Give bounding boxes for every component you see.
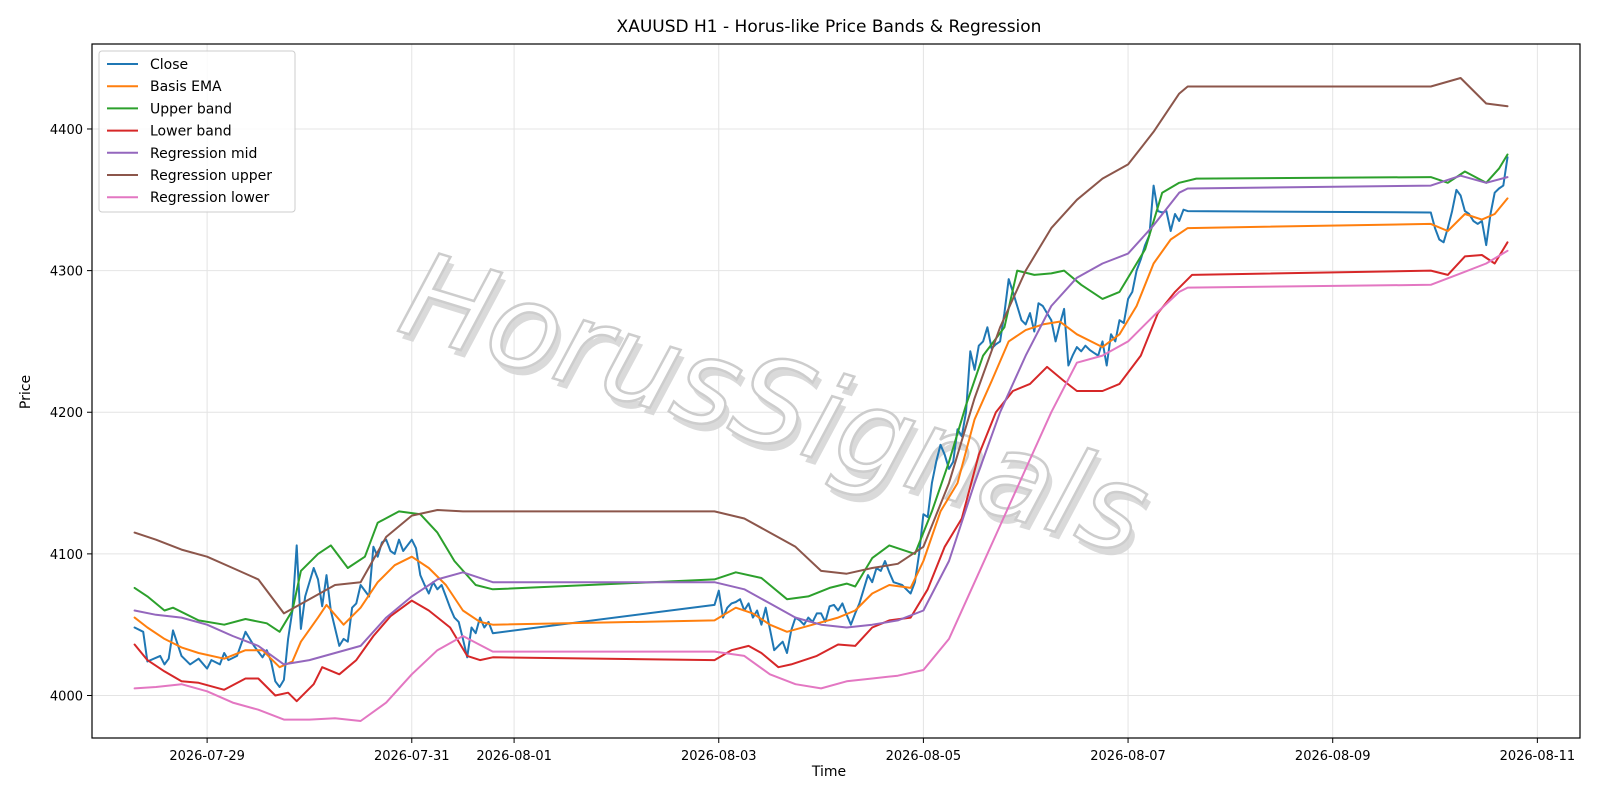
y-tick-label: 4300 (50, 265, 83, 280)
legend-label: Regression mid (150, 146, 257, 162)
x-axis-label: Time (811, 764, 846, 780)
series-line-upper-band (133, 153, 1509, 633)
y-tick-label: 4200 (50, 406, 83, 421)
y-tick-label: 4400 (50, 123, 83, 138)
x-tick-label: 2026-08-07 (1090, 749, 1166, 764)
y-axis-ticks: 4000 4100 4200 4300 4400 (50, 123, 92, 705)
x-tick-label: 2026-08-03 (681, 749, 757, 764)
legend-label: Regression upper (150, 168, 272, 184)
legend-label: Basis EMA (150, 79, 222, 95)
legend-label: Upper band (150, 101, 232, 117)
y-tick-label: 4100 (50, 548, 83, 563)
x-tick-label: 2026-08-11 (1500, 749, 1576, 764)
y-tick-label: 4000 (50, 690, 83, 705)
series-line-regression-mid (133, 174, 1509, 666)
y-axis-label: Price (18, 375, 34, 409)
x-tick-label: 2026-07-31 (374, 749, 450, 764)
legend-label: Lower band (150, 124, 232, 140)
legend-label: Regression lower (150, 190, 270, 206)
plot-frame (91, 43, 1581, 739)
grid (92, 44, 1580, 738)
x-tick-label: 2026-08-09 (1295, 749, 1371, 764)
x-tick-label: 2026-08-05 (886, 749, 962, 764)
series-line-lower-band (133, 241, 1509, 703)
legend-box (98, 50, 296, 213)
x-tick-label: 2026-08-01 (476, 749, 552, 764)
series-line-regression-lower (133, 249, 1509, 722)
legend: Close Basis EMA Upper band Lower band Regres… (98, 50, 296, 213)
series-line-regression-upper (133, 77, 1509, 615)
series-line-close (133, 156, 1509, 688)
series-line-basis-ema (133, 197, 1509, 669)
chart-title: XAUUSD H1 - Horus-like Price Bands & Reg… (617, 17, 1042, 37)
legend-label: Close (150, 57, 188, 73)
series-lines (133, 77, 1509, 722)
x-axis-ticks: 2026-07-29 2026-07-31 2026-08-01 2026-08-03… (169, 738, 1575, 764)
watermark-label: HorusSignals (387, 225, 1163, 582)
x-tick-label: 2026-07-29 (169, 749, 245, 764)
